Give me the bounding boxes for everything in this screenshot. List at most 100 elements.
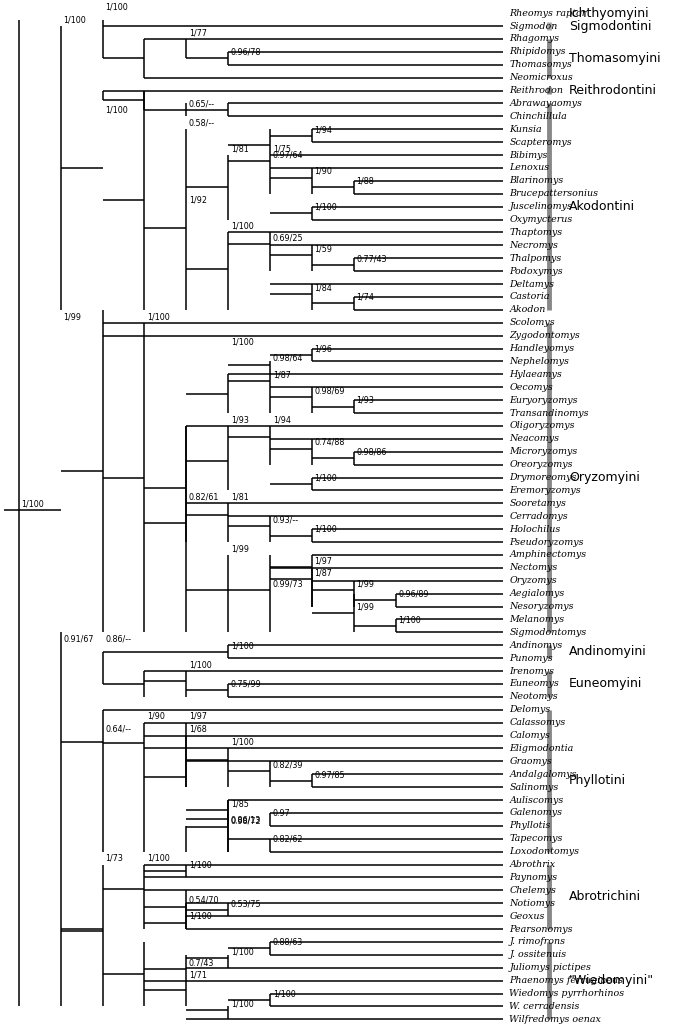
Text: 1/73: 1/73 [105,854,123,863]
Text: Salinomys: Salinomys [510,783,558,792]
Text: 1/90: 1/90 [147,712,165,721]
Text: Eremoryzomys: Eremoryzomys [510,486,581,495]
Text: Oecomys: Oecomys [510,383,553,391]
Text: 1/99: 1/99 [356,603,375,612]
Text: Oryzomyini: Oryzomyini [569,471,640,484]
Text: Aegialomys: Aegialomys [510,589,564,598]
Text: Juscelinomys: Juscelinomys [510,202,572,211]
Text: Tapecomys: Tapecomys [510,834,562,844]
Text: Graomys: Graomys [510,757,552,766]
Text: Calassomys: Calassomys [510,718,566,727]
Text: 0.97: 0.97 [273,809,290,818]
Text: 1/94: 1/94 [314,125,332,134]
Text: 1/81: 1/81 [231,492,249,502]
Text: 0.54/70: 0.54/70 [189,896,219,904]
Text: Notiomys: Notiomys [510,899,556,907]
Text: 0.98/86: 0.98/86 [356,447,387,456]
Text: Oxymycterus: Oxymycterus [510,215,573,225]
Text: 1/100: 1/100 [231,641,253,650]
Text: 0.98/69: 0.98/69 [314,386,345,396]
Text: J. rimofrons: J. rimofrons [510,937,565,947]
Text: Galenomys: Galenomys [510,809,562,818]
Text: Scolomys: Scolomys [510,318,555,328]
Text: 1/94: 1/94 [273,415,290,424]
Text: Eligmodontia: Eligmodontia [510,744,573,753]
Text: 0.88/63: 0.88/63 [273,937,303,947]
Text: Abrothrix: Abrothrix [510,860,556,869]
Text: 1/77: 1/77 [189,28,207,37]
Text: 0.96/89: 0.96/89 [398,589,429,598]
Text: 0.7/43: 0.7/43 [189,959,214,968]
Text: Drymoreomys: Drymoreomys [510,473,577,482]
Text: 1/84: 1/84 [314,283,332,293]
Text: Delomys: Delomys [510,706,551,714]
Text: 1/88: 1/88 [356,176,374,185]
Text: Thomasomyini: Thomasomyini [569,52,661,65]
Text: Oligoryzomys: Oligoryzomys [510,421,575,431]
Text: Pseudoryzomys: Pseudoryzomys [510,538,584,547]
Text: "Wiedomyini": "Wiedomyini" [569,974,654,987]
Text: 1/100: 1/100 [105,2,128,11]
Text: J. ossitenuis: J. ossitenuis [510,951,566,959]
Text: Akodon: Akodon [510,305,546,314]
Text: 1/100: 1/100 [314,474,337,482]
Text: Hylaeamys: Hylaeamys [510,370,562,379]
Text: 1/100: 1/100 [189,860,212,869]
Text: 0.82/39: 0.82/39 [273,760,303,769]
Text: 1/87: 1/87 [314,569,332,578]
Text: Oreoryzomys: Oreoryzomys [510,460,573,469]
Text: 0.97/64: 0.97/64 [273,150,303,160]
Text: 1/99: 1/99 [63,312,82,321]
Text: Thaptomys: Thaptomys [510,228,562,237]
Text: Euryoryzomys: Euryoryzomys [510,396,578,405]
Text: Sigmodontomys: Sigmodontomys [510,628,586,637]
Text: Rhagomys: Rhagomys [510,34,560,43]
Text: Sigmodon: Sigmodon [510,22,558,31]
Text: 0.82/62: 0.82/62 [273,834,303,844]
Text: Andinomyini: Andinomyini [569,645,647,658]
Text: Neacomys: Neacomys [510,435,560,443]
Text: 1/93: 1/93 [356,396,374,405]
Text: 1/75: 1/75 [273,144,290,153]
Text: Bibimys: Bibimys [510,150,548,160]
Text: 0.82/61: 0.82/61 [189,492,219,502]
Text: Phaenomys ferrugineus: Phaenomys ferrugineus [510,976,623,985]
Text: Nectomys: Nectomys [510,563,558,573]
Text: 1/71: 1/71 [189,970,207,978]
Text: 1/100: 1/100 [189,660,212,670]
Text: Loxodontomys: Loxodontomys [510,847,580,856]
Text: 0.93/--: 0.93/-- [273,515,299,524]
Text: 1/99: 1/99 [356,580,375,589]
Text: 1/100: 1/100 [147,312,170,321]
Text: Scapteromys: Scapteromys [510,138,572,146]
Text: 1/59: 1/59 [314,244,333,253]
Text: Irenomys: Irenomys [510,666,554,676]
Text: Holochilus: Holochilus [510,524,560,534]
Text: 0.98/72: 0.98/72 [231,817,262,826]
Text: Geoxus: Geoxus [510,912,545,921]
Text: Rheomys raptor: Rheomys raptor [510,8,586,18]
Text: Rhipidomys: Rhipidomys [510,47,566,57]
Text: Neotomys: Neotomys [510,692,558,701]
Text: Abrawayaomys: Abrawayaomys [510,99,582,108]
Text: 0.53/75: 0.53/75 [231,899,262,908]
Text: Euneomyini: Euneomyini [569,678,643,690]
Text: 1/100: 1/100 [231,338,253,347]
Text: 0.98/64: 0.98/64 [273,354,303,363]
Text: Lenoxus: Lenoxus [510,164,549,172]
Text: Andinomys: Andinomys [510,641,562,650]
Text: 1/100: 1/100 [314,525,337,534]
Text: 0.74/88: 0.74/88 [314,438,345,447]
Text: Thomasomys: Thomasomys [510,60,572,69]
Text: 1/100: 1/100 [314,203,337,211]
Text: Pearsonomys: Pearsonomys [510,925,573,933]
Text: 1/100: 1/100 [231,221,253,231]
Text: Paynomys: Paynomys [510,873,558,882]
Text: Podoxymys: Podoxymys [510,267,563,276]
Text: Chelemys: Chelemys [510,886,556,895]
Text: 1/90: 1/90 [314,167,332,176]
Text: Phyllotini: Phyllotini [569,775,626,787]
Text: Nesoryzomys: Nesoryzomys [510,603,574,611]
Text: Melanomys: Melanomys [510,615,564,624]
Text: Neomicroxus: Neomicroxus [510,73,573,82]
